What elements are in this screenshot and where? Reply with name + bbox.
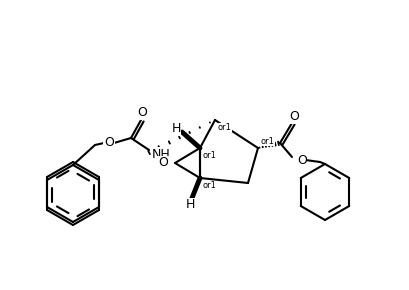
Text: H: H bbox=[185, 198, 194, 211]
Text: or1: or1 bbox=[202, 181, 216, 190]
Text: H: H bbox=[171, 122, 180, 135]
Text: or1: or1 bbox=[202, 151, 216, 160]
Text: NH: NH bbox=[152, 148, 170, 160]
Text: or1: or1 bbox=[261, 137, 274, 146]
Text: O: O bbox=[137, 106, 146, 119]
Text: or1: or1 bbox=[218, 123, 231, 132]
Text: O: O bbox=[296, 153, 306, 166]
Text: O: O bbox=[158, 157, 168, 169]
Text: O: O bbox=[288, 110, 298, 124]
Text: O: O bbox=[104, 137, 114, 150]
